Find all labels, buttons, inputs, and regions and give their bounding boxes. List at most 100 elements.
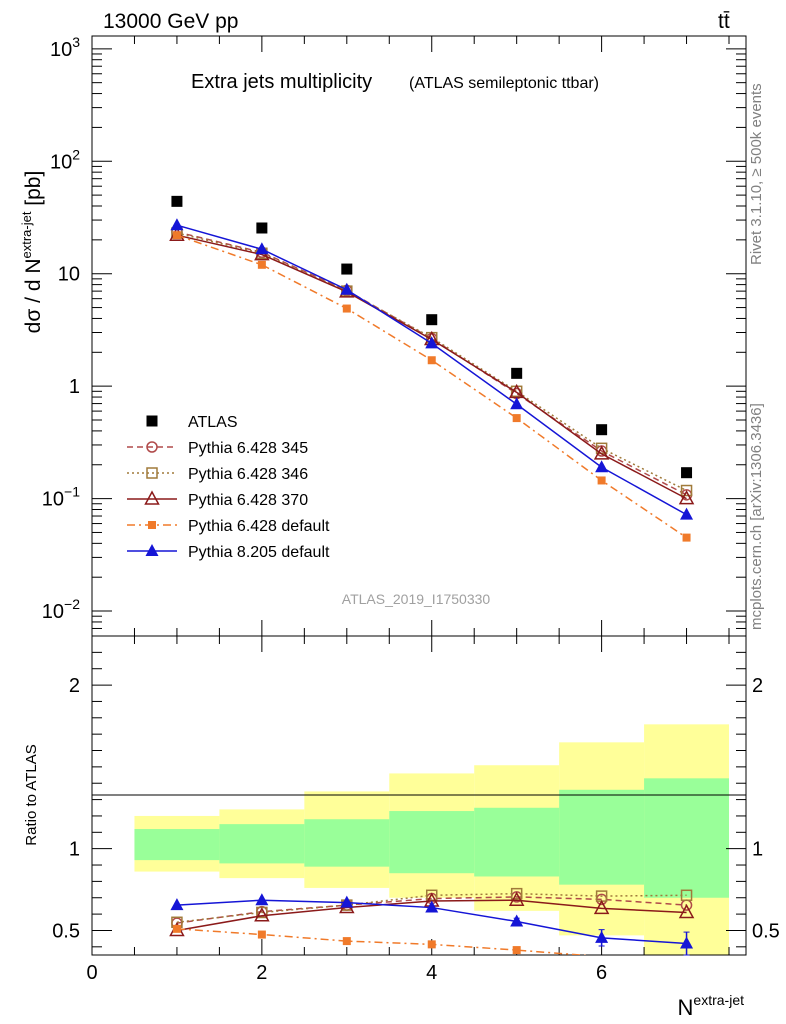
main-y-axis-label: dσ / d Nextra-jet [pb] (19, 171, 45, 334)
data-point (595, 460, 609, 473)
analysis-label: ATLAS_2019_I1750330 (342, 591, 491, 607)
data-point (255, 242, 269, 255)
data-point (426, 314, 438, 326)
legend-label: Pythia 6.428 default (188, 518, 330, 535)
ratio-data-point (172, 924, 181, 933)
ratio-series-line (176, 896, 687, 924)
svg-text:dσ / d Nextra-jet [pb]: dσ / d Nextra-jet [pb] (19, 171, 45, 334)
main-series (169, 195, 695, 542)
ratio-data-point (508, 891, 525, 906)
ratio-data-point (342, 937, 351, 946)
ratio-y-tick-label-right: 0.5 (752, 920, 780, 942)
ratio-ticks: 0.5 0.5 1 1 2 2 0 2 4 6 (52, 636, 780, 984)
ratio-y-tick-label: 1 (69, 839, 80, 861)
x-tick-label: 0 (86, 962, 97, 984)
data-point (257, 260, 266, 269)
x-tick-label: 2 (256, 962, 267, 984)
legend-label: Pythia 8.205 default (188, 544, 330, 561)
ratio-data-point (254, 907, 270, 922)
series-line (176, 234, 687, 500)
ratio-y-tick-label: 0.5 (52, 920, 80, 942)
data-point (593, 445, 610, 460)
band-inner (389, 811, 475, 874)
band-inner (644, 778, 730, 898)
main-title: Extra jets multiplicity (191, 71, 372, 93)
ratio-data-point (510, 887, 523, 900)
y-tick-label: 102 (50, 146, 80, 173)
legend-marker (146, 441, 158, 453)
data-point (510, 397, 524, 410)
legend-label: Pythia 6.428 346 (188, 466, 308, 483)
legend: ATLAS Pythia 6.428 345 Pythia 6.428 346 Pyt… (127, 414, 330, 561)
legend-marker (148, 521, 156, 529)
y-tick-label: 1 (69, 376, 80, 398)
y-tick-label: 10 (58, 264, 80, 286)
process-label: tt̄ (718, 10, 730, 33)
energy-label: 13000 GeV pp (103, 10, 238, 33)
y-tick-label: 10−2 (42, 596, 80, 623)
data-point (425, 336, 439, 349)
band-inner (304, 819, 390, 867)
rivet-label: Rivet 3.1.10, ≥ 500k events (748, 83, 765, 265)
series-line (176, 231, 687, 496)
data-point (678, 490, 695, 505)
legend-marker (145, 544, 159, 556)
x-tick-label: 6 (596, 962, 607, 984)
main-subtitle: (ATLAS semileptonic ttbar) (409, 75, 599, 92)
ratio-data-point (593, 899, 610, 915)
ratio-series-pythia-8-205-default (170, 893, 694, 956)
legend-marker (144, 490, 160, 505)
ratio-data-point (510, 914, 524, 927)
data-point (596, 424, 608, 436)
y-tick-label: 10−1 (42, 484, 80, 511)
ratio-data-point (255, 893, 269, 906)
ratio-data-point (680, 936, 694, 949)
ratio-y-axis-label: Ratio to ATLAS (23, 744, 40, 845)
ratio-data-point (595, 930, 609, 943)
series-pythia-6-428-370 (169, 226, 695, 505)
band-inner (559, 789, 645, 885)
ratio-series (169, 887, 695, 956)
ratio-data-point (678, 903, 695, 919)
legend-marker (146, 415, 158, 427)
ratio-y-tick-label-right: 2 (752, 675, 763, 697)
data-point (681, 467, 693, 479)
ratio-bands (134, 724, 730, 955)
ratio-data-point (680, 889, 693, 902)
mcplots-label: mcplots.cern.ch [arXiv:1306.3436] (748, 403, 765, 630)
band-inner (219, 824, 305, 864)
data-point (170, 218, 184, 231)
series-pythia-6-428-default (172, 231, 691, 542)
data-point (427, 356, 436, 365)
ratio-y-tick-label: 2 (69, 675, 80, 697)
data-point (342, 304, 351, 313)
series-pythia-8-205-default (170, 218, 694, 520)
data-point (597, 476, 606, 485)
data-point (682, 533, 691, 542)
legend-marker (146, 467, 158, 479)
data-point (512, 414, 521, 423)
series-atlas (171, 195, 693, 479)
data-point (340, 282, 354, 295)
legend-label: ATLAS (188, 414, 238, 431)
band-inner (474, 807, 560, 877)
y-tick-label: 103 (50, 34, 80, 61)
data-point (256, 222, 268, 234)
ratio-data-point (340, 895, 354, 908)
x-axis-label: Nextra-jet (678, 992, 745, 1020)
ratio-data-point (425, 900, 439, 913)
x-tick-label: 4 (426, 962, 437, 984)
data-point (511, 367, 523, 379)
data-point (680, 484, 693, 497)
ratio-data-point (427, 940, 436, 949)
legend-label: Pythia 6.428 370 (188, 492, 308, 509)
data-point (341, 263, 353, 275)
ratio-data-point (512, 946, 521, 955)
main-ticks: 10−2 10−1 1 10 102 103 (42, 34, 746, 637)
main-panel: Extra jets multiplicity (ATLAS semilepto… (19, 34, 747, 637)
data-point (172, 231, 181, 240)
ratio-panel: Ratio to ATLAS 0.5 0.5 1 1 2 2 0 2 4 6 Nextra-jet (23, 635, 780, 1020)
ratio-series-pythia-6-428-default (172, 924, 591, 955)
ratio-data-point (257, 930, 266, 939)
